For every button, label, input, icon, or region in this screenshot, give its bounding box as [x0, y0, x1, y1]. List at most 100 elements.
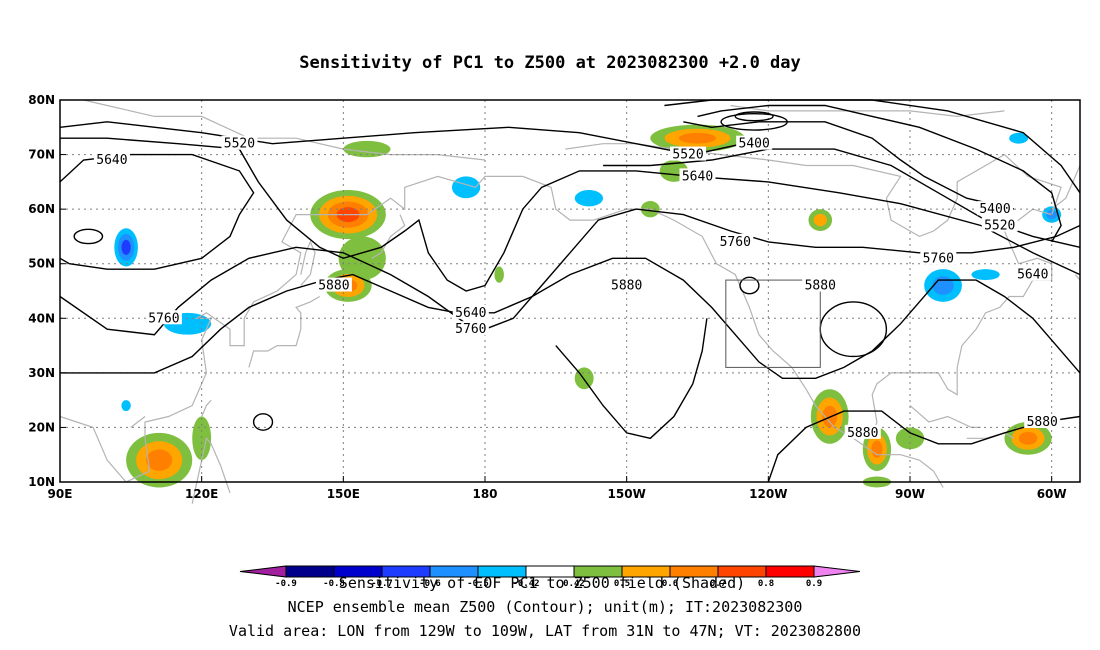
caption-contour: NCEP ensemble mean Z500 (Contour); unit(… [288, 598, 803, 616]
lon-label: 150W [608, 487, 646, 501]
sensitivity-cell [678, 132, 717, 144]
contour-line [767, 410, 1081, 483]
sensitivity-cell [121, 239, 131, 255]
contour-line [697, 104, 1062, 243]
sensitivity-cell [895, 427, 925, 450]
contour-label: 5640 [682, 169, 713, 184]
contour-label-bg [802, 277, 839, 292]
sensitivity-cell [192, 416, 212, 461]
coastline [1051, 165, 1081, 210]
colorbar-tick: 0.8 [758, 579, 774, 589]
lat-label: 80N [28, 93, 55, 107]
contour-label: 5520 [224, 137, 255, 152]
contour-label-bg [717, 233, 754, 248]
colorbar-tick: -0.8 [323, 579, 345, 589]
lat-label: 10N [28, 475, 55, 489]
sensitivity-cell [813, 213, 827, 227]
map-title: Sensitivity of PC1 to Z500 at 2023082300… [299, 53, 801, 73]
contour-label-bg [736, 135, 773, 150]
contour-label-bg [93, 152, 130, 167]
sensitivity-cell [121, 400, 131, 412]
colorbar-tick: 0.9 [806, 579, 822, 589]
contour-label: 5640 [1017, 268, 1048, 283]
sensitivity-cell [871, 440, 883, 458]
contour-closed [252, 413, 274, 431]
lon-label: 180 [472, 487, 497, 501]
colorbar-arrow-high [813, 565, 861, 578]
lon-label: 90W [895, 487, 925, 501]
sensitivity-cell [494, 266, 504, 283]
colorbar-tick: -0.5 [467, 579, 489, 589]
colorbar-tick: -0.6 [419, 579, 441, 589]
longitude-labels: 90E 120E 150E 180 150W 120W 90W 60W [48, 487, 1067, 501]
caption-valid-area: Valid area: LON from 129W to 109W, LAT f… [229, 622, 861, 640]
contour-label-bg [608, 277, 645, 292]
contour-label: 5520 [984, 219, 1015, 234]
contour-label-bg [977, 201, 1013, 216]
contour-label: 5880 [847, 426, 878, 441]
contour-closed [734, 111, 774, 122]
lat-label: 60N [28, 202, 55, 216]
lon-label: 120E [185, 487, 218, 501]
coastline [130, 416, 146, 428]
contour-label: 5640 [96, 153, 127, 168]
sensitivity-cell [1018, 431, 1038, 445]
coastline [201, 399, 212, 417]
colorbar-tick: -0.9 [275, 579, 297, 589]
contour-label-bg [315, 277, 352, 292]
sensitivity-cell [338, 236, 386, 281]
contour-label-bg [452, 304, 489, 319]
contour-line [60, 257, 1081, 379]
sensitivity-cell [146, 449, 173, 471]
coastline [248, 295, 320, 368]
contour-label: 5880 [318, 279, 349, 294]
lat-label: 20N [28, 420, 55, 434]
caption-shaded: Sensitivity of EOF PC1 to Z500 field (Sh… [339, 574, 745, 592]
sensitivity-cell [574, 190, 604, 207]
contour-label-bg [920, 250, 957, 265]
contour-line [683, 121, 1015, 210]
contour-line [59, 121, 769, 156]
contour-label-bg [1014, 266, 1051, 281]
contour-label-bg [670, 146, 707, 161]
contour-label: 5880 [611, 279, 642, 294]
lat-label: 30N [28, 366, 55, 380]
contour-label-bg [679, 168, 716, 183]
contour-label: 5760 [923, 251, 954, 266]
contour-label-bg [981, 217, 1018, 232]
latitude-labels: 10N 20N 30N 40N 50N 60N 70N 80N [28, 93, 55, 489]
contour-line [555, 318, 708, 440]
lat-label: 50N [28, 257, 55, 271]
lon-label: 60W [1037, 487, 1067, 501]
contour-line [60, 137, 1081, 292]
sensitivity-cell [451, 176, 481, 199]
colorbar: -0.9 -0.8 -0.7 -0.6 -0.5 -0.42 0.42 0.5 0.6 0.7 0.… [239, 565, 861, 589]
colorbar-arrow-low [239, 565, 287, 578]
coastline [300, 240, 316, 286]
valid-area-box [725, 279, 821, 368]
contour-label-bg [145, 310, 182, 325]
sensitivity-cell [971, 269, 1000, 281]
contour-label-bg [452, 321, 489, 336]
contour-label: 5640 [455, 306, 486, 321]
contour-line [59, 208, 1081, 336]
sensitivity-cell [932, 276, 954, 295]
colorbar-tick: 0.6 [662, 579, 678, 589]
contour-label: 5400 [979, 202, 1010, 217]
lon-label: 90E [48, 487, 73, 501]
colorbar-swatch [285, 565, 335, 578]
contour-label-bg [221, 135, 258, 150]
coastline [371, 214, 406, 259]
contour-label: 5400 [739, 137, 770, 152]
map-frame [59, 99, 1081, 483]
lat-label: 70N [28, 148, 55, 162]
contour-label: 5880 [1027, 415, 1058, 430]
lon-label: 150E [327, 487, 360, 501]
contour-label: 5880 [805, 279, 836, 294]
sensitivity-cell [1009, 132, 1029, 144]
colorbar-tick: -0.42 [512, 579, 539, 589]
coastline [1074, 274, 1081, 281]
